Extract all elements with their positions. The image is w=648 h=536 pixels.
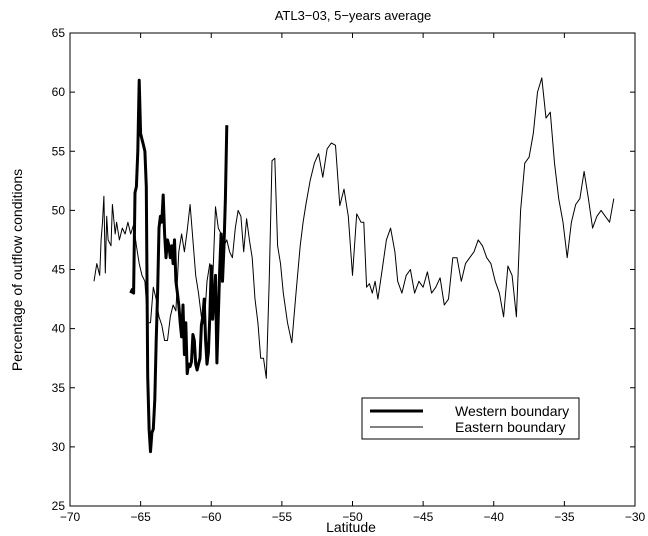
x-tick-label: −50 [342, 510, 363, 524]
x-tick-label: −40 [484, 510, 505, 524]
axis-ticks: −70 −65 −60 −55 −50 −45 −40 −35 −30 25 30 35 40 45 50 5… [52, 26, 646, 524]
chart-title: ATL3−03, 5−years average [275, 8, 432, 23]
x-axis-label: Latitude [326, 519, 376, 535]
series-layer [93, 77, 615, 454]
x-tick-label: −45 [413, 510, 434, 524]
y-tick-label: 25 [52, 499, 66, 513]
y-tick-label: 30 [52, 440, 66, 454]
y-axis-label: Percentage of outflow conditions [9, 169, 25, 371]
x-tick-label: −35 [554, 510, 575, 524]
series-line-western-boundary [129, 78, 229, 454]
y-tick-label: 60 [52, 85, 66, 99]
legend-label-western: Western boundary [455, 403, 569, 419]
x-tick-label: −30 [625, 510, 646, 524]
y-tick-label: 45 [52, 263, 66, 277]
series-line-eastern-boundary [93, 77, 615, 379]
x-tick-label: −70 [60, 510, 81, 524]
y-tick-label: 65 [52, 26, 66, 40]
x-tick-label: −60 [201, 510, 222, 524]
x-tick-label: −55 [272, 510, 293, 524]
y-tick-label: 40 [52, 322, 66, 336]
legend-label-eastern: Eastern boundary [455, 419, 566, 435]
x-tick-label: −65 [130, 510, 151, 524]
legend-box [361, 397, 580, 440]
legend: Western boundary Eastern boundary [361, 397, 580, 440]
y-tick-label: 35 [52, 381, 66, 395]
y-tick-label: 50 [52, 203, 66, 217]
y-tick-label: 55 [52, 144, 66, 158]
